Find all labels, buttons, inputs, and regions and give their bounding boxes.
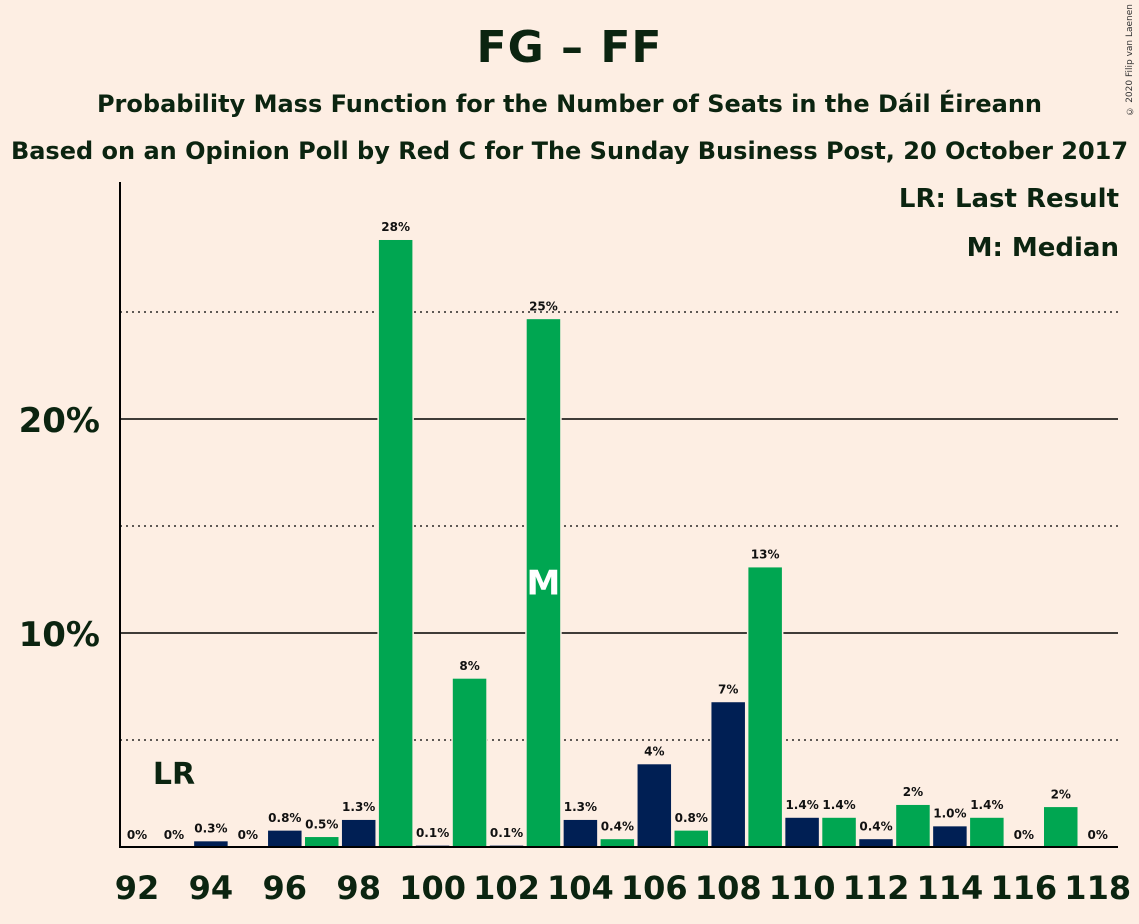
data-label: 1.3% [342,800,375,814]
bar [968,816,1006,848]
data-label: 1.3% [564,800,597,814]
data-label: 1.4% [785,798,818,812]
gridlines [120,311,1118,741]
data-label: 0% [238,828,258,842]
legend-median: M: Median [966,233,1119,263]
data-label: 0.1% [490,826,523,840]
bar [266,829,304,848]
bar [746,565,784,848]
bar [894,803,932,848]
bars [192,238,1079,848]
bar [857,837,895,848]
bar [562,818,599,848]
data-label: 0.4% [601,819,634,833]
data-label: 0.4% [859,819,892,833]
data-label: 0% [164,828,184,842]
data-label: 1.0% [933,807,966,821]
y-tick-label: 20% [19,401,100,441]
data-label: 13% [751,548,780,562]
x-tick-label: 104 [547,869,614,907]
chart-subtitle-1: Probability Mass Function for the Number… [96,90,1043,118]
data-label: 7% [718,682,738,696]
bar [1042,805,1079,848]
data-label: 1.4% [822,798,855,812]
data-label: 2% [903,785,923,799]
bar [525,317,562,848]
y-tick-label: 10% [19,615,100,655]
bar [783,816,821,848]
bar [673,829,710,848]
data-label: 4% [644,745,664,759]
bar [451,677,488,848]
axes: 10%20%92 94 96 98 100 102 104 106 108 110 112 114 11… [19,182,1131,907]
chart-title: FG – FF [476,22,663,73]
data-label: 0.8% [268,811,301,825]
x-tick-label: 110 [769,869,836,907]
data-label: 0% [127,828,147,842]
data-label: 0.5% [305,817,338,831]
last-result-marker: LR [153,757,195,792]
data-label: 28% [381,220,410,234]
data-label: 2% [1051,787,1071,801]
bar [377,238,414,848]
x-tick-label: 100 [399,869,466,907]
x-tick-label: 94 [189,869,234,907]
x-tick-label: 118 [1064,869,1131,907]
bar [820,816,858,848]
bar [340,818,377,848]
bar [709,700,747,848]
x-tick-label: 92 [115,869,160,907]
data-label: 0.8% [675,811,708,825]
x-tick-label: 112 [843,869,910,907]
median-marker: M [527,564,561,604]
data-label: 0.3% [194,822,227,836]
x-tick-label: 114 [917,869,984,907]
x-tick-label: 108 [695,869,762,907]
x-tick-label: 116 [990,869,1057,907]
data-label: 1.4% [970,798,1003,812]
x-tick-label: 106 [621,869,688,907]
bar [599,837,636,848]
x-tick-label: 102 [473,869,540,907]
data-label: 25% [529,299,558,313]
legend-last-result: LR: Last Result [898,184,1119,214]
x-tick-label: 96 [263,869,308,907]
data-label: 8% [459,659,479,673]
bar [303,835,340,848]
x-tick-label: 98 [336,869,381,907]
data-label: 0.1% [416,826,449,840]
chart-subtitle-2: Based on an Opinion Poll by Red C for Th… [10,137,1129,165]
data-label: 0% [1014,828,1034,842]
data-labels: 0% 0% 0.3% 0% 0.8% 0.5% 1.3% 28% 0.1% 8% 0.1% 25% 1.… [127,220,1108,842]
bar [931,824,969,848]
bar [636,762,673,848]
data-label: 0% [1088,828,1108,842]
